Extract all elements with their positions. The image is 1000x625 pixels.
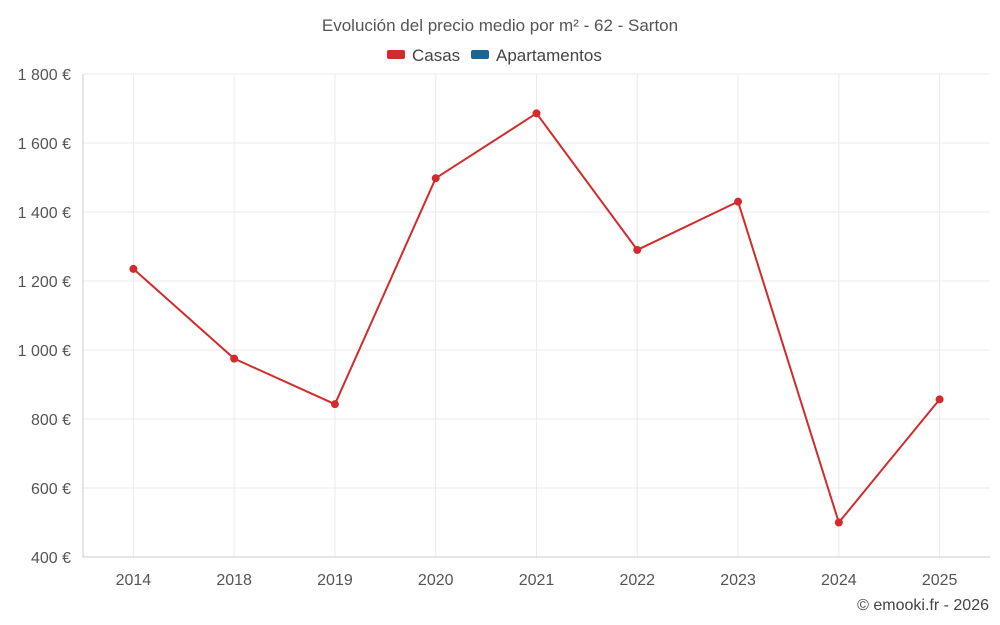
y-axis-labels: 400 € 600 € 800 € 1 000 € 1 200 € 1 400 € 1 60… [18,67,71,567]
data-point-casas-2025[interactable] [935,395,944,404]
x-tick-label: 2023 [720,572,756,589]
y-tick-label: 1 000 € [18,343,71,360]
x-tick-label: 2021 [519,572,555,589]
y-tick-label: 1 600 € [18,136,71,153]
y-tick-label: 600 € [31,481,71,498]
x-tick-label: 2022 [619,572,655,589]
data-point-casas-2024[interactable] [834,518,843,527]
x-tick-label: 2025 [922,572,958,589]
y-tick-label: 800 € [31,412,71,429]
legend-swatch-casas [387,50,405,59]
legend: Casas Apartamentos [387,46,602,65]
data-point-casas-2018[interactable] [230,354,239,363]
x-tick-label: 2014 [116,572,152,589]
data-point-casas-2019[interactable] [330,400,339,409]
y-tick-label: 1 200 € [18,274,71,291]
data-point-casas-2021[interactable] [532,109,541,118]
grid [83,73,990,557]
x-tick-label: 2018 [216,572,252,589]
series [129,109,944,527]
y-tick-label: 1 800 € [18,67,71,84]
data-point-casas-2014[interactable] [129,264,138,273]
legend-item-casas[interactable]: Casas [387,46,460,65]
axes [82,74,990,558]
x-tick-label: 2020 [418,572,454,589]
x-axis-labels: 2014 2018 2019 2020 2021 2022 2023 2024 2025 [116,572,958,589]
legend-swatch-apartamentos [471,50,489,59]
data-point-casas-2020[interactable] [431,174,440,183]
y-tick-label: 400 € [31,550,71,567]
x-tick-label: 2024 [821,572,857,589]
y-tick-label: 1 400 € [18,205,71,222]
legend-item-apartamentos[interactable]: Apartamentos [471,46,602,65]
x-tick-label: 2019 [317,572,353,589]
data-point-casas-2023[interactable] [734,197,743,206]
chart-title: Evolución del precio medio por m² - 62 -… [322,16,678,35]
data-point-casas-2022[interactable] [633,245,642,254]
legend-label-casas: Casas [412,46,460,65]
legend-label-apartamentos: Apartamentos [496,46,602,65]
credit-text: © emooki.fr - 2026 [857,597,989,614]
